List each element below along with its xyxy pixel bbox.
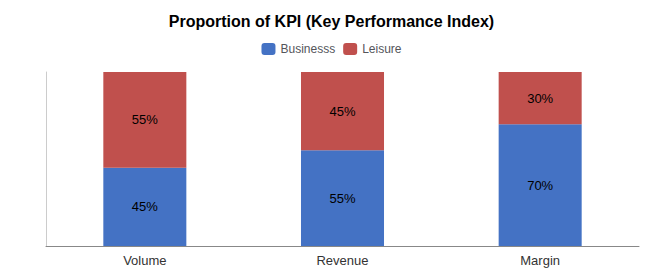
- svg-text:45%: 45%: [329, 104, 355, 119]
- svg-text:Margin: Margin: [520, 253, 560, 268]
- svg-text:Revenue: Revenue: [316, 253, 368, 268]
- svg-text:Proportion of KPI (Key Perform: Proportion of KPI (Key Performance Index…: [169, 13, 494, 30]
- svg-text:30%: 30%: [527, 91, 553, 106]
- svg-text:55%: 55%: [329, 191, 355, 206]
- svg-text:Businesss: Businesss: [280, 42, 335, 56]
- svg-text:Volume: Volume: [123, 253, 166, 268]
- svg-text:Leisure: Leisure: [362, 42, 402, 56]
- svg-text:70%: 70%: [527, 178, 553, 193]
- svg-text:55%: 55%: [132, 112, 158, 127]
- svg-text:45%: 45%: [132, 199, 158, 214]
